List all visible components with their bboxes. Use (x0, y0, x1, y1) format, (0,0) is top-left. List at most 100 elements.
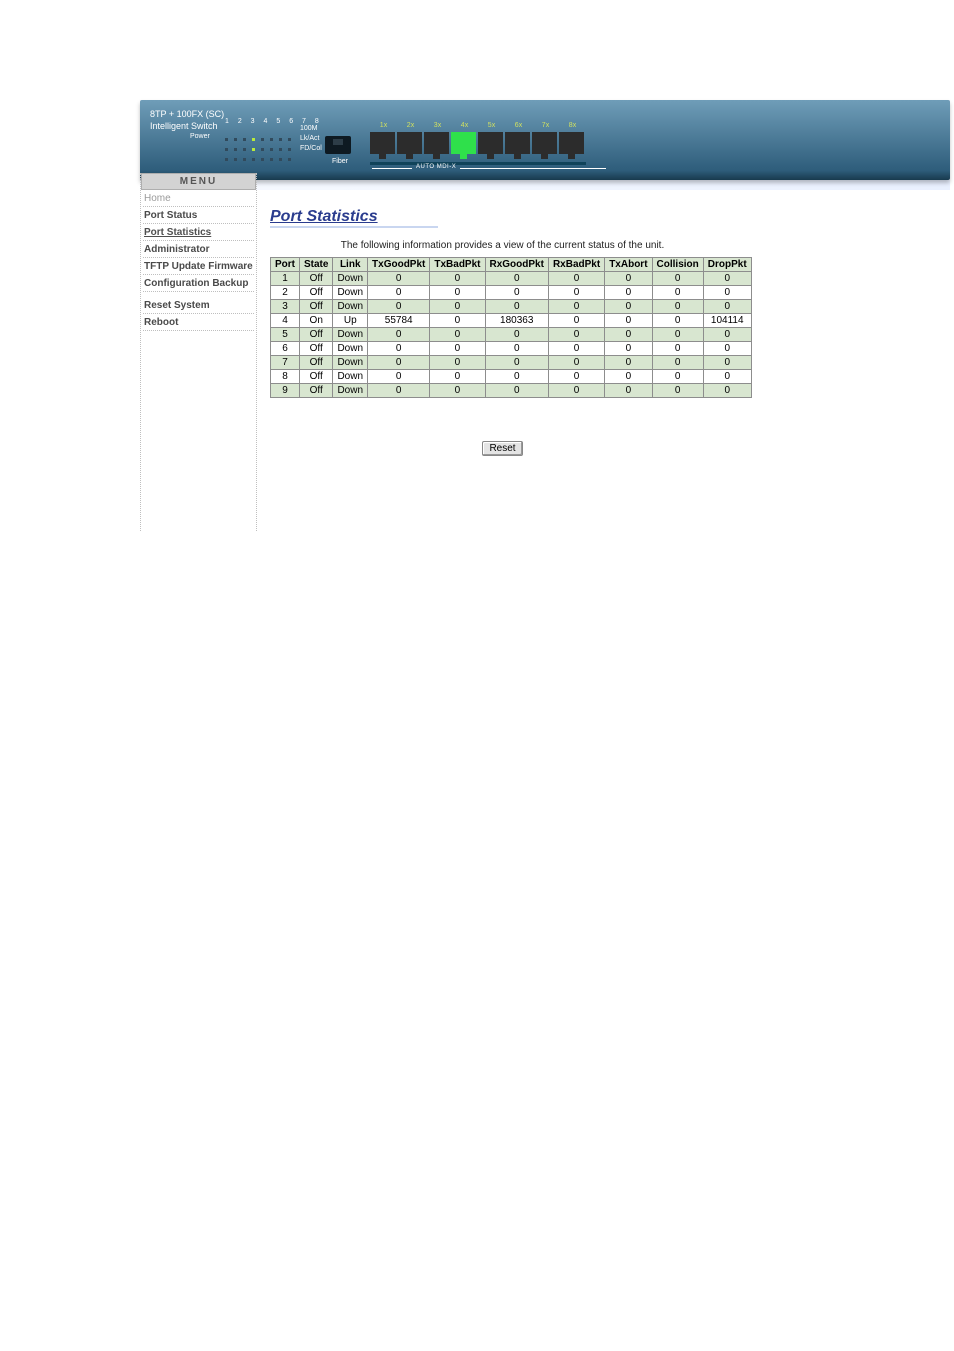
menu-item[interactable]: TFTP Update Firmware (141, 258, 256, 274)
led-row-lkact (225, 138, 297, 142)
table-cell: 4 (271, 314, 300, 328)
power-label: Power (190, 133, 210, 140)
rj45-port-icon (370, 132, 395, 154)
menu-heading: MENU (141, 173, 256, 190)
table-cell: 0 (605, 370, 652, 384)
table-cell: 0 (485, 370, 548, 384)
port-number-label: 4x (451, 122, 478, 129)
table-cell: 0 (430, 342, 485, 356)
table-cell: Off (300, 300, 333, 314)
fiber-label: Fiber (332, 158, 348, 165)
rj45-port-icon (451, 132, 476, 154)
table-cell: 180363 (485, 314, 548, 328)
table-row: 9OffDown0000000 (271, 384, 752, 398)
rj45-port-icon (559, 132, 584, 154)
table-cell: Off (300, 286, 333, 300)
port-number-label: 3x (424, 122, 451, 129)
table-header-cell: RxBadPkt (548, 258, 604, 272)
menu-item[interactable]: Reset System (141, 297, 256, 313)
table-cell: 0 (368, 272, 430, 286)
port-number-labels: 1x2x3x4x5x6x7x8x (370, 122, 586, 129)
table-cell: 7 (271, 356, 300, 370)
table-cell: 0 (652, 272, 703, 286)
port-number-label: 8x (559, 122, 586, 129)
table-row: 2OffDown0000000 (271, 286, 752, 300)
table-cell: 0 (703, 300, 751, 314)
table-cell: 0 (368, 384, 430, 398)
table-header-cell: Collision (652, 258, 703, 272)
table-header-cell: TxGoodPkt (368, 258, 430, 272)
port-number-label: 6x (505, 122, 532, 129)
table-cell: 0 (652, 370, 703, 384)
rj45-port-block: 1x2x3x4x5x6x7x8x (370, 122, 586, 165)
table-cell: On (300, 314, 333, 328)
table-cell: Down (333, 342, 368, 356)
port-statistics-table: PortStateLinkTxGoodPktTxBadPktRxGoodPktR… (270, 257, 752, 398)
table-header-cell: TxBadPkt (430, 258, 485, 272)
port-number-label: 7x (532, 122, 559, 129)
table-cell: 2 (271, 286, 300, 300)
table-cell: 0 (605, 272, 652, 286)
table-cell: 6 (271, 342, 300, 356)
table-row: 4OnUp557840180363000104114 (271, 314, 752, 328)
table-cell: 0 (605, 356, 652, 370)
menu-item[interactable]: Port Statistics (141, 224, 256, 240)
auto-mdix-label: AUTO MDI-X (416, 164, 456, 170)
table-cell: 0 (652, 314, 703, 328)
fiber-port-icon (325, 136, 351, 154)
table-cell: 0 (430, 314, 485, 328)
table-cell: 3 (271, 300, 300, 314)
port-number-label: 1x (370, 122, 397, 129)
port-number-label: 5x (478, 122, 505, 129)
table-cell: Down (333, 328, 368, 342)
table-cell: 0 (368, 356, 430, 370)
table-row: 6OffDown0000000 (271, 342, 752, 356)
table-cell: 0 (430, 370, 485, 384)
table-cell: 0 (430, 384, 485, 398)
table-cell: Off (300, 356, 333, 370)
reset-button[interactable]: Reset (482, 441, 522, 456)
table-row: 8OffDown0000000 (271, 370, 752, 384)
table-cell: 0 (485, 342, 548, 356)
rj45-port-icon (532, 132, 557, 154)
menu-item[interactable]: Configuration Backup (141, 275, 256, 291)
table-cell: 0 (548, 286, 604, 300)
table-cell: Off (300, 384, 333, 398)
table-row: 3OffDown0000000 (271, 300, 752, 314)
side-menu: MENU HomePort StatusPort StatisticsAdmin… (140, 173, 257, 531)
table-cell: 0 (605, 300, 652, 314)
table-cell: 0 (548, 384, 604, 398)
table-cell: 0 (485, 356, 548, 370)
table-cell: 0 (703, 328, 751, 342)
table-cell: 0 (605, 286, 652, 300)
table-cell: 0 (430, 328, 485, 342)
table-cell: 0 (652, 328, 703, 342)
table-cell: 0 (430, 300, 485, 314)
led-label-lkact: Lk/Act (300, 135, 319, 142)
port-number-label: 2x (397, 122, 424, 129)
banner-title-block: 8TP + 100FX (SC) Intelligent Switch (150, 108, 224, 132)
table-cell: 0 (652, 384, 703, 398)
table-cell: 0 (430, 356, 485, 370)
menu-item[interactable]: Reboot (141, 314, 256, 330)
table-cell: 0 (548, 314, 604, 328)
table-row: 5OffDown0000000 (271, 328, 752, 342)
table-cell: 0 (368, 286, 430, 300)
table-cell: 0 (548, 272, 604, 286)
table-header-cell: Port (271, 258, 300, 272)
table-cell: 8 (271, 370, 300, 384)
table-cell: Down (333, 286, 368, 300)
table-cell: 0 (368, 342, 430, 356)
menu-item[interactable]: Administrator (141, 241, 256, 257)
table-cell: Down (333, 370, 368, 384)
table-cell: Off (300, 328, 333, 342)
menu-item[interactable]: Home (141, 190, 256, 206)
table-cell: Off (300, 272, 333, 286)
led-row-fdcol (225, 148, 297, 152)
table-cell: 0 (652, 300, 703, 314)
menu-item[interactable]: Port Status (141, 207, 256, 223)
rj45-port-icon (397, 132, 422, 154)
page-title: Port Statistics (270, 208, 438, 228)
table-cell: 0 (368, 328, 430, 342)
table-cell: 0 (605, 342, 652, 356)
